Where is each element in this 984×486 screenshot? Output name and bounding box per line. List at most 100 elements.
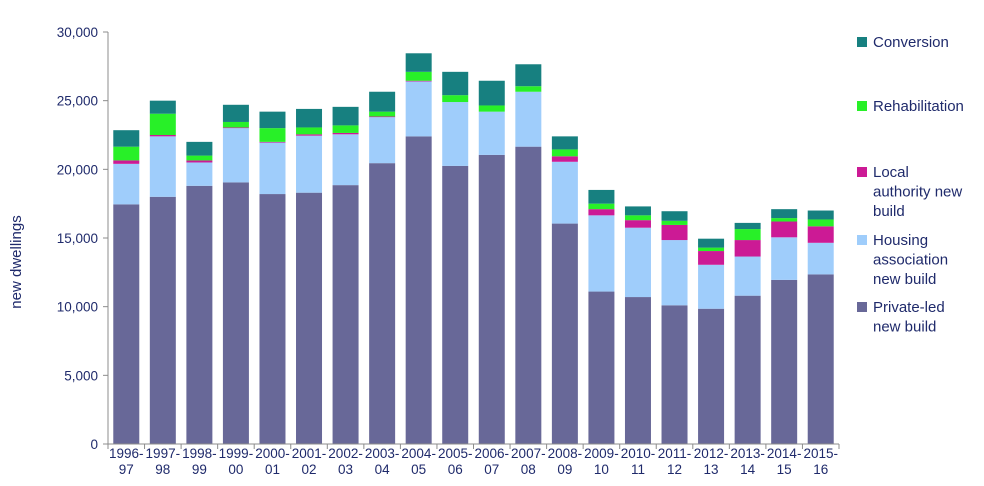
bar-segment-conversion-5 — [296, 108, 323, 128]
bar-segment-rehabilitation-2 — [186, 155, 213, 161]
x-tick-label: 1998-99 — [182, 446, 217, 477]
bar-segment-conversion-0 — [113, 130, 140, 147]
bar-segment-local-authority-new-build-15 — [661, 224, 688, 241]
bar-segment-rehabilitation-6 — [332, 125, 359, 133]
bar-segment-housing-association-new-build-2 — [186, 162, 213, 186]
bar-segment-rehabilitation-13 — [588, 203, 615, 210]
y-tick-label: 0 — [90, 437, 98, 452]
bar-segment-private-led-new-build-8 — [405, 136, 432, 444]
bar-segment-housing-association-new-build-10 — [478, 111, 505, 155]
bar-segment-rehabilitation-3 — [222, 121, 249, 128]
legend-swatch — [857, 101, 867, 111]
bar-segment-private-led-new-build-18 — [771, 279, 798, 444]
bar-segment-housing-association-new-build-14 — [624, 227, 651, 298]
bar-segment-rehabilitation-8 — [405, 71, 432, 81]
bar-segment-housing-association-new-build-15 — [661, 240, 688, 306]
bar-segment-housing-association-new-build-4 — [259, 142, 286, 195]
bar-segment-housing-association-new-build-16 — [698, 264, 725, 309]
bar-segment-conversion-6 — [332, 106, 359, 126]
bar-segment-conversion-8 — [405, 53, 432, 72]
bar-segment-private-led-new-build-11 — [515, 146, 542, 445]
y-tick-label: 5,000 — [64, 368, 98, 383]
bar-segment-housing-association-new-build-0 — [113, 163, 140, 205]
x-tick-label: 2005-06 — [438, 446, 473, 477]
bar-segment-local-authority-new-build-6 — [332, 132, 359, 135]
x-tick-label: 1997-98 — [146, 446, 181, 477]
bar-segment-housing-association-new-build-5 — [296, 135, 323, 193]
bar-segment-private-led-new-build-13 — [588, 291, 615, 444]
bar-segment-local-authority-new-build-7 — [369, 116, 396, 118]
bar-segment-conversion-2 — [186, 141, 213, 156]
bar-segment-private-led-new-build-15 — [661, 305, 688, 444]
bar-segment-rehabilitation-0 — [113, 146, 140, 161]
bar-segment-local-authority-new-build-5 — [296, 134, 323, 136]
y-tick-label: 20,000 — [57, 162, 98, 177]
y-tick-label: 25,000 — [57, 94, 98, 109]
legend-swatch — [857, 37, 867, 47]
x-tick-label: 2003-04 — [365, 446, 400, 477]
y-tick-label: 15,000 — [57, 231, 98, 246]
bar-segment-local-authority-new-build-17 — [734, 240, 761, 257]
bar-segment-private-led-new-build-12 — [551, 223, 578, 444]
x-tick-label: 2004-05 — [401, 446, 436, 477]
x-tick-label: 1999-00 — [219, 446, 254, 477]
bar-segment-rehabilitation-10 — [478, 105, 505, 112]
bar-segment-rehabilitation-15 — [661, 220, 688, 225]
bar-segment-conversion-14 — [624, 206, 651, 216]
bar-segment-rehabilitation-16 — [698, 247, 725, 252]
bar-segment-rehabilitation-7 — [369, 111, 396, 117]
bar-segment-housing-association-new-build-13 — [588, 215, 615, 292]
bar-segment-housing-association-new-build-7 — [369, 117, 396, 164]
bar-segment-rehabilitation-18 — [771, 218, 798, 222]
x-tick-label: 2010-11 — [621, 446, 656, 477]
bar-segment-local-authority-new-build-14 — [624, 220, 651, 228]
bar-segment-private-led-new-build-0 — [113, 204, 140, 444]
bar-segment-conversion-13 — [588, 189, 615, 204]
bars-layer — [113, 53, 834, 445]
bar-segment-private-led-new-build-5 — [296, 192, 323, 444]
bar-segment-conversion-18 — [771, 209, 798, 219]
bar-segment-conversion-12 — [551, 136, 578, 150]
bar-segment-private-led-new-build-6 — [332, 185, 359, 444]
bar-segment-private-led-new-build-19 — [807, 274, 834, 444]
legend-label: Conversion — [873, 34, 949, 51]
legend-label: Rehabilitation — [873, 98, 964, 115]
bar-segment-housing-association-new-build-12 — [551, 161, 578, 224]
x-tick-label: 2009-10 — [584, 446, 619, 477]
y-tick-label: 30,000 — [57, 25, 98, 40]
bar-segment-local-authority-new-build-13 — [588, 209, 615, 216]
bar-segment-local-authority-new-build-2 — [186, 160, 213, 163]
bar-segment-housing-association-new-build-6 — [332, 134, 359, 186]
x-tick-label: 1996-97 — [109, 446, 144, 477]
bar-segment-private-led-new-build-17 — [734, 295, 761, 444]
bar-segment-private-led-new-build-1 — [149, 196, 176, 444]
bar-segment-housing-association-new-build-9 — [442, 102, 469, 166]
bar-segment-local-authority-new-build-19 — [807, 226, 834, 243]
x-tick-label: 2008-09 — [548, 446, 583, 477]
y-axis-title: new dwellings — [8, 215, 25, 308]
bar-segment-housing-association-new-build-18 — [771, 237, 798, 280]
x-tick-label: 2007-08 — [511, 446, 546, 477]
legend-swatch — [857, 167, 867, 177]
bar-segment-private-led-new-build-16 — [698, 308, 725, 444]
axes: 0 5,000 10,000 15,000 20,000 25,000 30,000 1996… — [57, 25, 840, 477]
bar-segment-rehabilitation-14 — [624, 215, 651, 221]
legend-label: Housing association new build — [873, 232, 948, 288]
bar-segment-rehabilitation-5 — [296, 127, 323, 135]
bar-segment-housing-association-new-build-8 — [405, 81, 432, 137]
legend-label: Local authority new build — [873, 164, 962, 220]
bar-segment-conversion-11 — [515, 64, 542, 87]
bar-segment-rehabilitation-12 — [551, 149, 578, 157]
bar-segment-rehabilitation-11 — [515, 86, 542, 92]
bar-segment-conversion-1 — [149, 100, 176, 114]
bar-segment-local-authority-new-build-0 — [113, 160, 140, 164]
bar-segment-local-authority-new-build-12 — [551, 156, 578, 162]
bar-segment-private-led-new-build-4 — [259, 194, 286, 444]
legend-swatch — [857, 235, 867, 245]
bar-segment-private-led-new-build-9 — [442, 165, 469, 444]
bar-segment-conversion-7 — [369, 91, 396, 112]
bar-segment-conversion-17 — [734, 222, 761, 230]
x-tick-label: 2012-13 — [694, 446, 729, 477]
x-tick-label: 2013-14 — [730, 446, 765, 477]
